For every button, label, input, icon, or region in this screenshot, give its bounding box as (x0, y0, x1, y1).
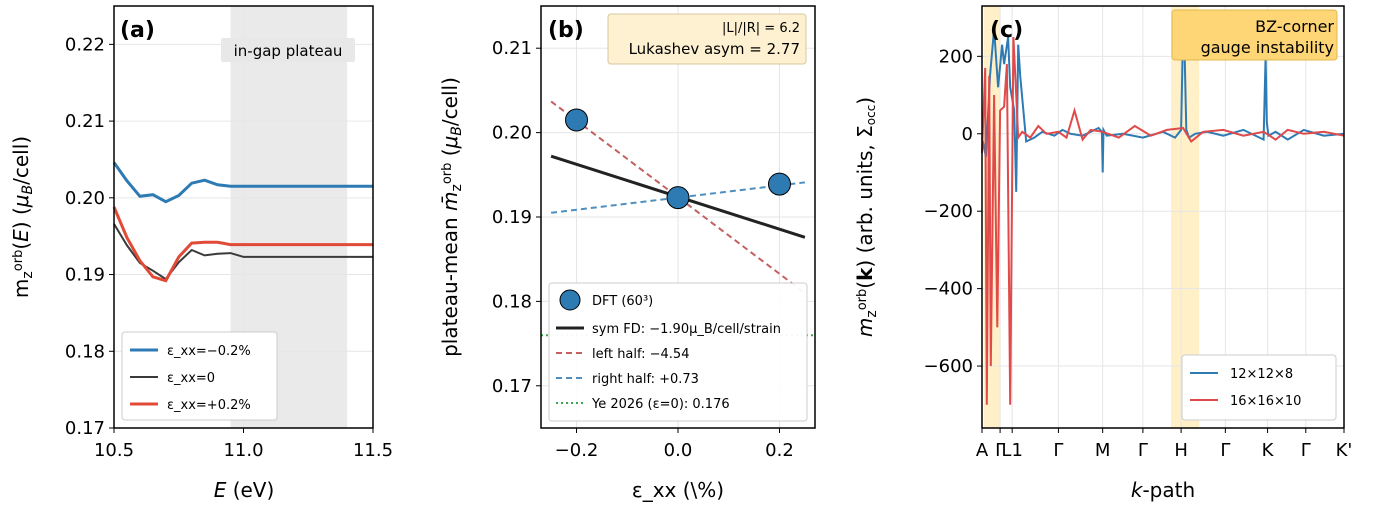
panel-a-shade-label: in-gap plateau (234, 42, 343, 60)
panel-c-xtick-label: H (1174, 440, 1188, 461)
panel-c-label: (c) (990, 18, 1023, 43)
panel-c-xtick-label: M (1095, 440, 1111, 461)
panel-b-points (565, 108, 791, 210)
legend-point-swatch (559, 289, 581, 311)
panel-a-ytick-label: 0.18 (65, 341, 105, 362)
panel-c-xtick-label: Γ (1138, 440, 1148, 461)
panel-a-ticks: 10.5 11.0 11.5 0.17 0.18 0.19 0.20 0.21 0.22 (65, 34, 393, 461)
legend-label-2: ε_xx=+0.2% (167, 398, 251, 413)
panel-b-ytick-label: 0.19 (492, 207, 532, 228)
dft-point (565, 108, 589, 132)
panel-a-xtick-label: 11.0 (223, 440, 263, 461)
panel-a-series (112, 161, 373, 283)
panel-b-ytick-label: 0.21 (492, 38, 532, 59)
legend-label-0: 12×12×8 (1230, 367, 1293, 382)
fit-line-2 (550, 181, 806, 214)
panel-b-xtick-label: 0.0 (664, 440, 693, 461)
panel-c-xtick-label: Γ (1301, 440, 1311, 461)
panel-c-annotation-line1: BZ-corner (1255, 17, 1334, 36)
panel-b-ytick-label: 0.20 (492, 123, 532, 144)
panel-b-annotation-line2: Lukashev asym = 2.77 (629, 40, 800, 58)
panel-b-label: (b) (548, 18, 584, 43)
panel-c-ytick-label: 0 (962, 124, 973, 145)
legend-label-1: 16×16×10 (1230, 394, 1301, 409)
series-line-2 (112, 206, 373, 283)
panel-a-xlabel: E (eV) (214, 478, 275, 502)
panel-c-shade (984, 6, 1200, 428)
panel-c-legend: 12×12×8 16×16×10 (1181, 354, 1337, 421)
panel-c-ytick-label: −600 (924, 356, 973, 377)
panel-b-annotation-line1: |L|/|R| = 6.2 (722, 21, 800, 36)
legend-line-label-2: right half: +0.73 (592, 372, 699, 387)
panel-a-xtick-label: 10.5 (94, 440, 134, 461)
panel-c-series (981, 29, 1345, 405)
panel-c-ylabel: mzorb(k) (arb. units, Σocc) (853, 97, 880, 337)
panel-b-ytick-label: 0.17 (492, 376, 532, 397)
panel-b-legend-box (548, 282, 808, 422)
panel-b-xtick-label: −0.2 (555, 440, 599, 461)
panel-b-ticks: −0.2 0.0 0.2 0.17 0.18 0.19 0.20 0.21 (492, 38, 794, 461)
panel-c-xtick-label: Γ (1053, 440, 1063, 461)
panel-c-xtick-label: A (976, 440, 989, 461)
legend-point-label: DFT (60³) (592, 294, 653, 309)
panel-b-xtick-label: 0.2 (765, 440, 794, 461)
panel-a-xtick-label: 11.5 (353, 440, 393, 461)
panel-c-frame (981, 5, 1345, 429)
panel-c-ytick-label: 200 (939, 46, 973, 67)
panel-b-ytick-label: 0.18 (492, 291, 532, 312)
panel-c-legend-box (1181, 354, 1337, 421)
legend-label-1: ε_xx=0 (167, 371, 215, 386)
panel-c-xtick-label: K' (1336, 440, 1353, 461)
legend-line-label-3: Ye 2026 (ε=0): 0.176 (591, 397, 730, 412)
panel-c-ytick-label: −200 (924, 201, 973, 222)
panel-c-xtick-label: K (1262, 440, 1275, 461)
panel-b: −0.2 0.0 0.2 0.17 0.18 0.19 0.20 0.21 (b) |L|/|… (438, 5, 816, 502)
kpath-series-1 (981, 36, 1345, 405)
series-line-0 (112, 161, 373, 204)
panel-a-ylabel: mzorb(E) (μB/cell) (9, 136, 36, 298)
panel-a-ytick-label: 0.17 (65, 418, 105, 439)
panel-a-label: (a) (120, 18, 155, 43)
panel-a-legend-box (121, 331, 278, 421)
panel-a-ytick-label: 0.19 (65, 265, 105, 286)
legend-label-0: ε_xx=−0.2% (167, 344, 251, 359)
fit-line-1 (550, 100, 806, 294)
panel-a: 10.5 11.0 11.5 0.17 0.18 0.19 0.20 0.21 0.22 (a)… (9, 5, 393, 502)
dft-point (767, 172, 791, 196)
panel-a-ytick-label: 0.22 (65, 34, 105, 55)
panel-b-xlabel: ε_xx (\%) (632, 478, 724, 502)
panel-a-ytick-label: 0.20 (65, 188, 105, 209)
dft-point (666, 186, 690, 210)
panel-a-shade-label-bg (221, 38, 355, 62)
panel-b-legend: DFT (60³) sym FD: −1.90μ_B/cell/strainlef… (548, 282, 808, 422)
panel-c-annotation-line2: gauge instability (1201, 38, 1334, 57)
panel-b-ylabel: plateau-mean m̄zorb (μB/cell) (438, 77, 465, 357)
panel-c-ytick-label: −400 (924, 279, 973, 300)
panel-a-legend: ε_xx=−0.2% ε_xx=0 ε_xx=+0.2% (121, 331, 278, 421)
panel-a-ytick-label: 0.21 (65, 111, 105, 132)
panel-c-xtick-label: Γ (995, 440, 1005, 461)
panel-c-annotation-box (1171, 9, 1338, 61)
kpath-series-0 (981, 29, 1345, 192)
legend-line-label-1: left half: −4.54 (592, 347, 689, 362)
legend-line-label-0: sym FD: −1.90μ_B/cell/strain (592, 322, 781, 337)
panel-b-annotation-box (607, 13, 807, 65)
panel-c-xlabel: k-path (1131, 478, 1195, 502)
panel-c-xtick-label: L1 (1001, 440, 1022, 461)
panel-c-xtick-label: Γ (1220, 440, 1230, 461)
